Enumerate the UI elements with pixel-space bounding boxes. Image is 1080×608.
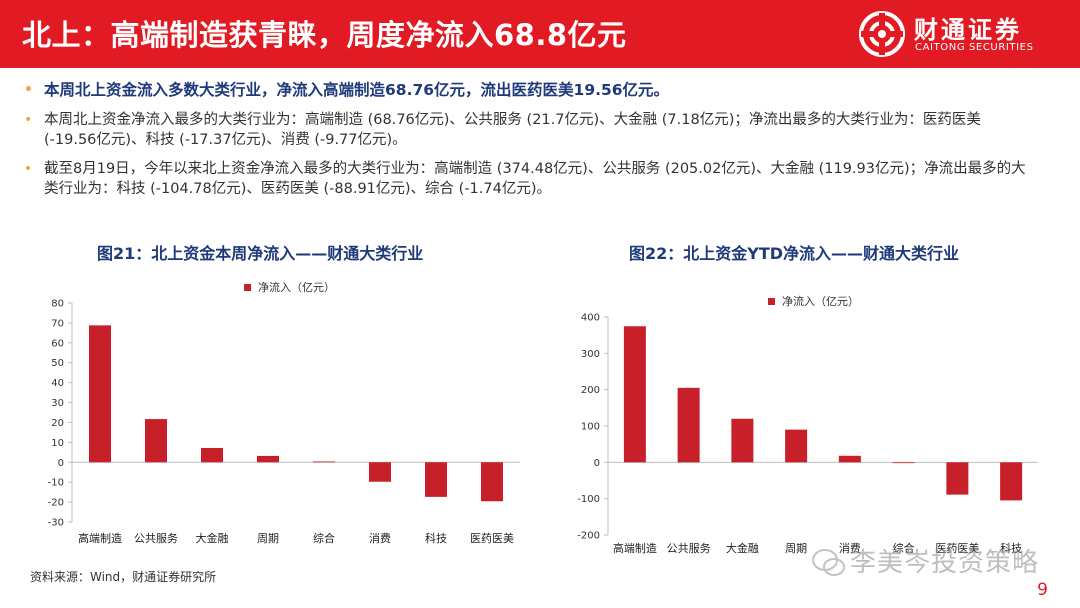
weekly-inflow-bar-chart: 净流入（亿元） -30 -20 -10 0 10 20 30 40 50 60 70 80 高端制造 公共服… — [48, 280, 520, 545]
y-tick-label: 400 — [581, 313, 600, 324]
header-bar: 北上：高端制造获青睐，周度净流入68.8亿元 财通证券 CAITONG SECU… — [0, 0, 1080, 68]
category-label: 高端制造 — [78, 531, 122, 545]
logo-en-text: CAITONG SECURITIES — [915, 42, 1034, 53]
y-tick-label: 200 — [581, 385, 600, 396]
y-tick-label: 30 — [51, 398, 64, 409]
bar-消费 — [838, 455, 861, 463]
bullet-item-ytd: • 截至8月19日，今年以来北上资金净流入最多的大类行业为：高端制造 (374.… — [22, 159, 1032, 199]
category-label: 医药医美 — [935, 542, 979, 555]
bar-综合 — [313, 461, 335, 463]
bullet-dot-icon: • — [24, 112, 33, 128]
bar-高端制造 — [89, 325, 111, 463]
chart-title-weekly: 图21：北上资金本周净流入——财通大类行业 — [97, 244, 424, 263]
logo-cn-text: 财通证券 — [914, 16, 1022, 44]
y-tick-label: 70 — [51, 318, 64, 329]
page-title: 北上：高端制造获青睐，周度净流入68.8亿元 — [22, 18, 627, 52]
bullet-list: • 本周北上资金流入多数大类行业，净流入高端制造68.76亿元，流出医药医美19… — [22, 80, 1032, 208]
category-label: 公共服务 — [134, 532, 178, 545]
y-tick-label: 0 — [594, 458, 600, 469]
page-number: 9 — [1037, 580, 1048, 600]
watermark-text: 李美岑投资策略 — [850, 548, 1040, 578]
source-note: 资料来源：Wind，财通证券研究所 — [30, 570, 217, 584]
category-label: 周期 — [785, 542, 807, 555]
bar-大金融 — [731, 418, 754, 463]
legend-swatch — [768, 298, 775, 305]
legend-label: 净流入（亿元） — [258, 280, 335, 294]
bullet-dot-icon: • — [24, 161, 33, 177]
caitong-logo-icon — [859, 11, 905, 57]
ytd-inflow-bar-chart: 净流入（亿元） -200 -100 0 100 200 300 400 高端制造 公共服务 大金融 周… — [577, 294, 1038, 555]
y-tick-label: -100 — [577, 494, 600, 505]
bar-大金融 — [201, 447, 223, 463]
bar-消费 — [369, 462, 391, 482]
y-tick-label: -30 — [48, 518, 64, 529]
legend-label: 净流入（亿元） — [782, 294, 859, 308]
y-tick-label: 60 — [51, 338, 64, 349]
category-label: 医药医美 — [470, 532, 514, 545]
y-tick-label: -200 — [577, 531, 600, 542]
category-label: 综合 — [313, 531, 335, 545]
category-label: 大金融 — [196, 531, 229, 545]
bar-高端制造 — [623, 326, 646, 463]
bullet-text: 截至8月19日，今年以来北上资金净流入最多的大类行业为：高端制造 (374.48… — [44, 161, 1026, 197]
bar-综合 — [892, 462, 915, 464]
bar-周期 — [257, 455, 279, 463]
bullet-dot-icon: • — [24, 82, 33, 98]
y-tick-label: -20 — [48, 498, 64, 509]
category-label: 科技 — [425, 531, 447, 545]
category-label: 综合 — [893, 541, 915, 555]
bar-医药医美 — [481, 462, 503, 502]
bullet-text: 本周北上资金净流入最多的大类行业为：高端制造 (68.76亿元)、公共服务 (2… — [44, 112, 981, 148]
category-label: 高端制造 — [613, 541, 657, 555]
y-tick-label: 0 — [58, 458, 64, 469]
bar-科技 — [425, 462, 447, 497]
brand-logo: 财通证券 CAITONG SECURITIES — [858, 8, 1054, 60]
category-label: 周期 — [257, 532, 279, 545]
legend-swatch — [244, 284, 251, 291]
bar-周期 — [785, 429, 808, 463]
bar-科技 — [1000, 462, 1023, 501]
bullet-text: 本周北上资金流入多数大类行业，净流入高端制造68.76亿元，流出医药医美19.5… — [44, 81, 670, 99]
category-label: 大金融 — [726, 541, 759, 555]
chart-title-ytd: 图22：北上资金YTD净流入——财通大类行业 — [629, 244, 960, 263]
bullet-item-summary: • 本周北上资金流入多数大类行业，净流入高端制造68.76亿元，流出医药医美19… — [22, 80, 1032, 100]
bullet-item-weekly: • 本周北上资金净流入最多的大类行业为：高端制造 (68.76亿元)、公共服务 … — [22, 110, 1032, 150]
category-label: 科技 — [1000, 541, 1022, 555]
bar-公共服务 — [677, 387, 700, 463]
y-tick-label: 50 — [51, 358, 64, 369]
bar-公共服务 — [145, 419, 167, 463]
y-tick-label: 300 — [581, 349, 600, 360]
category-label: 消费 — [839, 541, 861, 555]
y-tick-label: 40 — [51, 378, 64, 389]
wechat-watermark-icon — [812, 549, 845, 576]
y-tick-label: 100 — [581, 422, 600, 433]
category-label: 公共服务 — [667, 542, 711, 555]
y-tick-label: 80 — [51, 299, 64, 310]
category-label: 消费 — [369, 531, 391, 545]
y-tick-label: 10 — [51, 438, 64, 449]
y-tick-label: -10 — [48, 478, 64, 489]
y-tick-label: 20 — [51, 418, 64, 429]
bar-医药医美 — [946, 462, 969, 495]
